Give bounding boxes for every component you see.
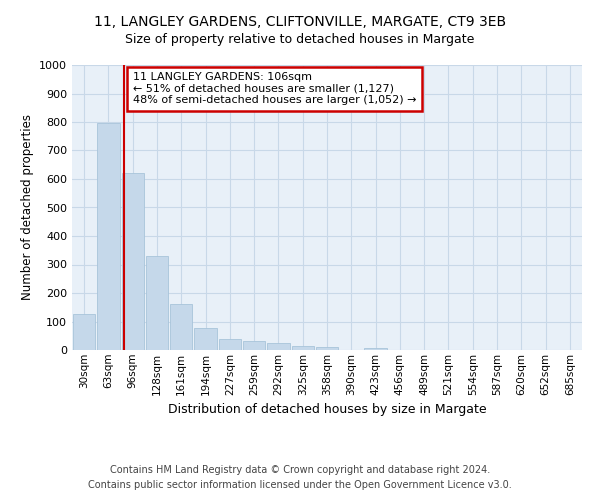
Bar — [194, 328, 217, 350]
Bar — [97, 124, 119, 350]
Text: Contains public sector information licensed under the Open Government Licence v3: Contains public sector information licen… — [88, 480, 512, 490]
Bar — [218, 338, 241, 350]
Text: Contains HM Land Registry data © Crown copyright and database right 2024.: Contains HM Land Registry data © Crown c… — [110, 465, 490, 475]
Bar — [170, 304, 193, 350]
Bar — [316, 347, 338, 350]
Bar — [122, 174, 144, 350]
Text: 11 LANGLEY GARDENS: 106sqm
← 51% of detached houses are smaller (1,127)
48% of s: 11 LANGLEY GARDENS: 106sqm ← 51% of deta… — [133, 72, 416, 106]
Text: 11, LANGLEY GARDENS, CLIFTONVILLE, MARGATE, CT9 3EB: 11, LANGLEY GARDENS, CLIFTONVILLE, MARGA… — [94, 16, 506, 30]
Bar — [146, 256, 168, 350]
Bar — [292, 346, 314, 350]
Bar — [243, 342, 265, 350]
X-axis label: Distribution of detached houses by size in Margate: Distribution of detached houses by size … — [167, 403, 487, 416]
Y-axis label: Number of detached properties: Number of detached properties — [20, 114, 34, 300]
Text: Size of property relative to detached houses in Margate: Size of property relative to detached ho… — [125, 34, 475, 46]
Bar — [73, 314, 95, 350]
Bar — [364, 348, 387, 350]
Bar — [267, 343, 290, 350]
